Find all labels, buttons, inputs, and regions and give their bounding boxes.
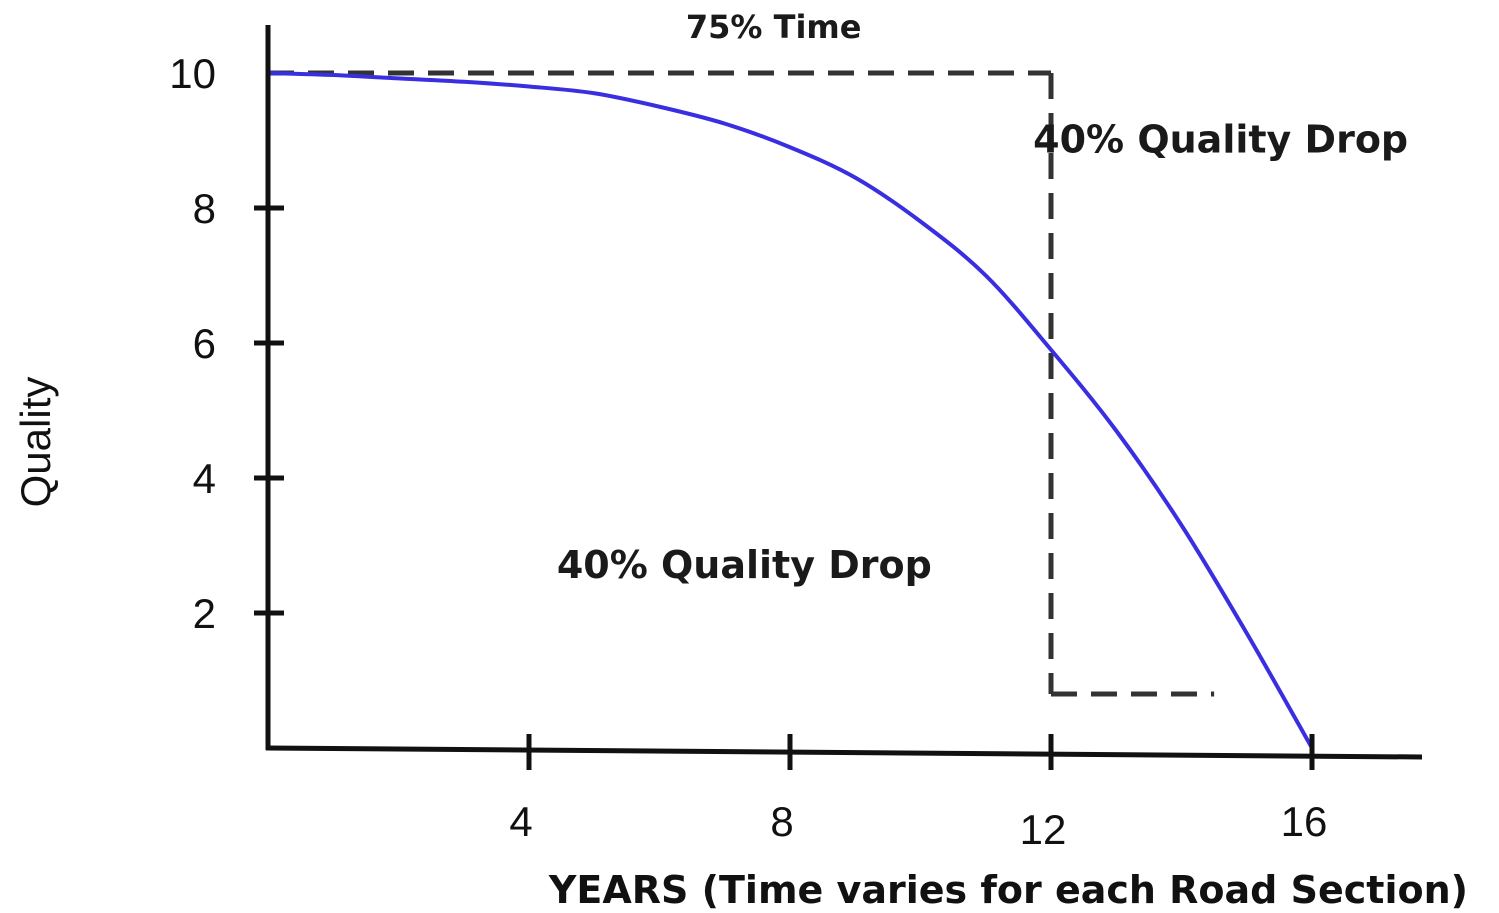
x-axis [265,745,1423,760]
y-tick-label-2: 2 [193,590,216,637]
x-tick-label-16: 16 [1281,798,1328,845]
y-axis-label: Quality [12,377,59,508]
x-tick-label-12: 12 [1020,806,1067,853]
x-axis-label: YEARS (Time varies for each Road Section… [548,868,1468,912]
annotation-0: 75% Time [686,8,862,46]
series-line-0 [267,71,1314,749]
annotation-2: 40% Quality Drop [557,543,932,587]
y-tick-label-6: 6 [193,320,216,367]
series-layer [267,71,1314,749]
y-tick-label-8: 8 [193,185,216,232]
x-tick-label-8: 8 [770,798,793,845]
annotation-1: 40% Quality Drop [1033,118,1408,162]
y-tick-label-10: 10 [169,50,216,97]
reference-lines [268,70,1215,697]
annotations: 75% Time 40% Quality Drop 40% Quality Drop [557,8,1408,587]
ticks: 4 8 12 16 2 4 6 8 10 [169,50,1327,853]
axes [265,25,1423,760]
x-tick-label-4: 4 [509,798,532,845]
y-tick-label-4: 4 [193,455,216,502]
